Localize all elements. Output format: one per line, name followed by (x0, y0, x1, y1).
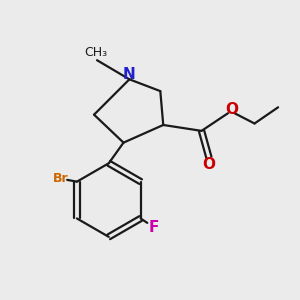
Text: CH₃: CH₃ (84, 46, 107, 59)
Text: O: O (225, 102, 238, 117)
Text: N: N (123, 68, 136, 82)
Text: O: O (202, 157, 215, 172)
Text: Br: Br (53, 172, 68, 185)
Text: F: F (149, 220, 159, 235)
